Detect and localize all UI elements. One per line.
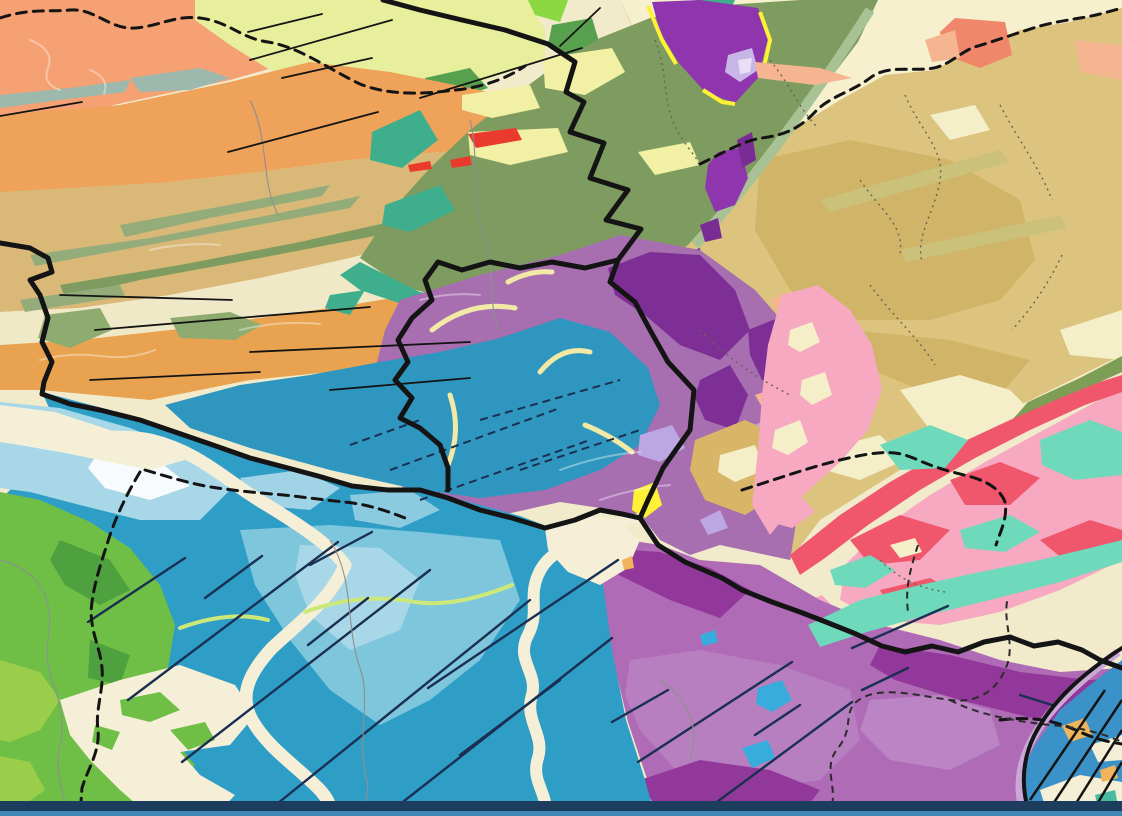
region-mint-2 [1040, 420, 1122, 480]
region-red-lens-2 [450, 156, 472, 168]
region-purple-sat-1 [705, 148, 748, 212]
dashed-admin-se [827, 544, 1122, 816]
region-floodplain [60, 665, 255, 816]
region-pink-stripe-a [752, 285, 882, 535]
region-khaki-deep-2 [850, 330, 1030, 395]
dashed-border-ne [698, 6, 1122, 166]
region-pinkA-cream-3 [772, 420, 808, 455]
region-sage-stripe-3 [20, 285, 125, 312]
region-crimson-2 [950, 462, 1040, 505]
river-meander-south [517, 534, 591, 816]
region-mint-1 [880, 425, 968, 470]
region-lime [528, 0, 568, 22]
map-edge-blue [0, 811, 1122, 816]
pale-yellow-squiggles [429, 269, 635, 468]
dashed-border-se [998, 717, 1122, 746]
dashed-border-w1 [143, 468, 407, 520]
region-chartreuse-1 [0, 660, 60, 742]
region-orange-band [0, 62, 620, 192]
region-khaki-deep-1 [755, 140, 1035, 320]
region-cream-belt [890, 538, 922, 558]
region-cyan-2 [742, 740, 775, 768]
chartreuse-squiggles [178, 583, 514, 630]
region-orchid-light [625, 650, 860, 790]
region-sage-island-2 [170, 312, 262, 340]
map-neatline [0, 801, 1122, 811]
region-chartreuse-2 [0, 756, 45, 808]
region-darkpurple-2 [695, 365, 748, 430]
dashed-border-e [740, 451, 1008, 547]
region-salmon-patch-ne2 [925, 30, 960, 62]
region-altai-yellow-1 [543, 48, 625, 95]
border-west [0, 240, 643, 531]
region-flood-green-1 [120, 692, 180, 722]
region-flood-green-3 [92, 725, 120, 750]
region-olive-stripe-1 [60, 222, 390, 297]
region-magenta-1 [598, 548, 750, 618]
region-mint-4 [830, 555, 895, 588]
region-sage-stripe-2 [120, 185, 330, 237]
region-teal-enclave [165, 318, 660, 498]
river-irtysh-west [0, 423, 352, 816]
region-lavender-patch-3 [700, 510, 728, 535]
region-altai-teal-1 [370, 110, 438, 168]
region-salmon-strip-e [1075, 40, 1122, 80]
region-cyan-1 [756, 680, 792, 712]
region-mint-band-se [808, 540, 1122, 647]
gray-admin-lines [0, 99, 695, 816]
region-olive-streak-1 [820, 150, 1010, 212]
region-cream-patch-3 [930, 105, 990, 140]
region-olive-streak-2 [900, 215, 1066, 262]
region-pinkA-cream-2 [800, 372, 832, 405]
region-green-dark-1 [50, 540, 130, 605]
region-salmon-nw [0, 0, 300, 115]
region-red-lens-3 [408, 161, 432, 172]
region-cyan-3 [700, 630, 718, 646]
region-altai-teal-2 [382, 185, 455, 232]
region-blue-lighter-core [295, 545, 420, 650]
region-tealgray-patch-1 [130, 68, 230, 92]
region-wedge-salmon [755, 62, 852, 85]
region-orange-uplands [0, 230, 620, 430]
region-darkpurple-1 [608, 252, 750, 360]
region-wedge-lavender-pale [738, 58, 752, 74]
border-north-east [380, 0, 1122, 671]
region-sage-island-1 [38, 308, 112, 348]
region-altai-yellow-4 [638, 142, 700, 175]
region-orchid-pale [860, 695, 1000, 770]
region-flood-green-2 [170, 722, 215, 750]
region-orange-dot-mid [622, 556, 634, 570]
navy-faults-se [610, 604, 1054, 816]
border-corner-se [1021, 646, 1122, 816]
white-texture [29, 39, 671, 501]
border-v-lobe [392, 257, 621, 493]
region-tealgray-band [0, 80, 130, 108]
region-white-marble-4 [350, 490, 440, 528]
navy-faults-basin [86, 530, 620, 816]
region-crimson-band [790, 375, 1122, 575]
region-cream-wedge-mid [545, 515, 640, 585]
dashed-border-w2 [78, 470, 142, 816]
region-altai-yellow-2 [462, 85, 540, 118]
region-cream-in-tan [718, 445, 765, 482]
region-crimson-1 [850, 515, 950, 565]
region-pinkA-cream-1 [788, 322, 820, 352]
region-altai-teal-3 [325, 290, 365, 315]
region-red-lens-1 [468, 128, 522, 148]
region-cream-patch-2 [1060, 310, 1122, 360]
region-purple-sat-3 [700, 218, 722, 242]
dotted-admin-lines [654, 39, 1063, 593]
